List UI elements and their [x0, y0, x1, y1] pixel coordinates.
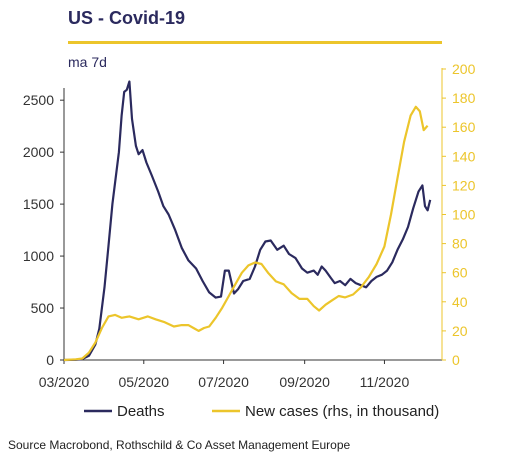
y-left-tick-label: 2500	[23, 92, 54, 108]
y-right-tick-label: 100	[452, 207, 476, 223]
title-rule	[68, 41, 442, 44]
chart-subtitle: ma 7d	[68, 54, 107, 70]
y-left-tick-label: 2000	[23, 144, 54, 160]
deaths-series-line	[63, 80, 432, 362]
chart-legend: Deaths New cases (rhs, in thousand)	[84, 403, 439, 420]
x-tick-label: 09/2020	[279, 374, 330, 390]
y-right-tick-label: 120	[452, 177, 476, 193]
y-left-tick-label: 500	[31, 300, 55, 316]
new-cases-series-line	[63, 105, 429, 362]
y-right-tick-label: 80	[452, 236, 468, 252]
y-right-tick-label: 180	[452, 90, 476, 106]
source-note: Source Macrobond, Rothschild & Co Asset …	[8, 438, 351, 452]
y-left-tick-label: 0	[46, 352, 54, 368]
y-right-tick-label: 20	[452, 323, 468, 339]
y-left-tick-label: 1500	[23, 196, 54, 212]
chart-axes: 0 500 1000 1500 2000 2500 0 20 40 60 80 100 120 140 16…	[23, 61, 476, 390]
chart-title: US - Covid-19	[68, 8, 186, 28]
x-tick-label: 03/2020	[39, 374, 90, 390]
x-tick-label: 07/2020	[198, 374, 249, 390]
x-tick-label: 11/2020	[360, 374, 410, 390]
y-right-tick-label: 160	[452, 119, 476, 135]
y-right-tick-label: 140	[452, 148, 476, 164]
legend-label-deaths: Deaths	[117, 403, 165, 420]
y-right-tick-label: 40	[452, 294, 468, 310]
chart-series	[63, 80, 432, 362]
y-right-tick-label: 200	[452, 61, 476, 77]
y-left-tick-label: 1000	[23, 248, 54, 264]
y-right-tick-label: 60	[452, 265, 468, 281]
x-tick-label: 05/2020	[118, 374, 169, 390]
legend-label-new-cases: New cases (rhs, in thousand)	[245, 403, 439, 420]
y-right-tick-label: 0	[452, 352, 460, 368]
